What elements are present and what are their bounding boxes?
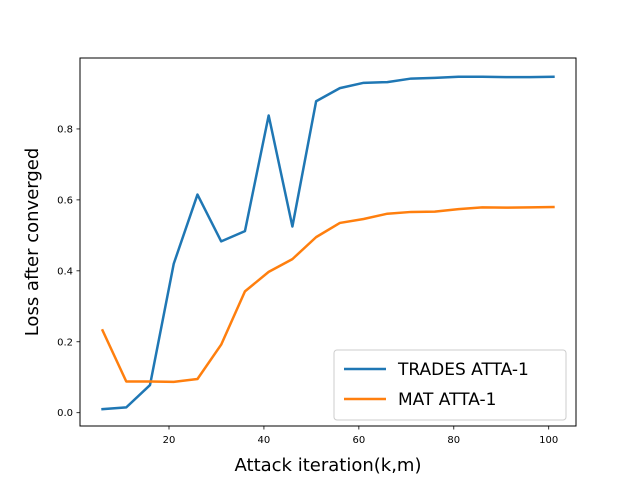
axes-frame [79,57,577,427]
series-line-mat-atta-1 [100,205,555,384]
x-tick-label: 20 [163,435,176,446]
legend-box [333,349,567,421]
legend: TRADES ATTA-1 MAT ATTA-1 [333,349,567,421]
y-tick-label: 0.2 [57,337,73,348]
x-tick-label: 40 [258,435,271,446]
y-tick-label: 0.4 [57,266,73,277]
legend-label-trades: TRADES ATTA-1 [397,360,529,380]
x-tick-label: 80 [447,435,460,446]
plot-area [100,75,555,411]
series-line-trades-atta-1 [101,75,555,411]
legend-label-mat: MAT ATTA-1 [398,390,496,410]
y-tick-label: 0.0 [57,408,73,419]
x-tick-label: 100 [539,435,558,446]
x-axis-title: Attack iteration(k,m) [235,455,422,476]
y-tick-label: 0.6 [57,195,73,206]
x-tick-label: 60 [352,435,365,446]
y-tick-label: 0.8 [57,124,73,135]
y-axis-title: Loss after converged [22,148,43,337]
axis-ticks: 20 40 60 80 100 0.0 0.2 0.4 0.6 0.8 [57,124,558,446]
